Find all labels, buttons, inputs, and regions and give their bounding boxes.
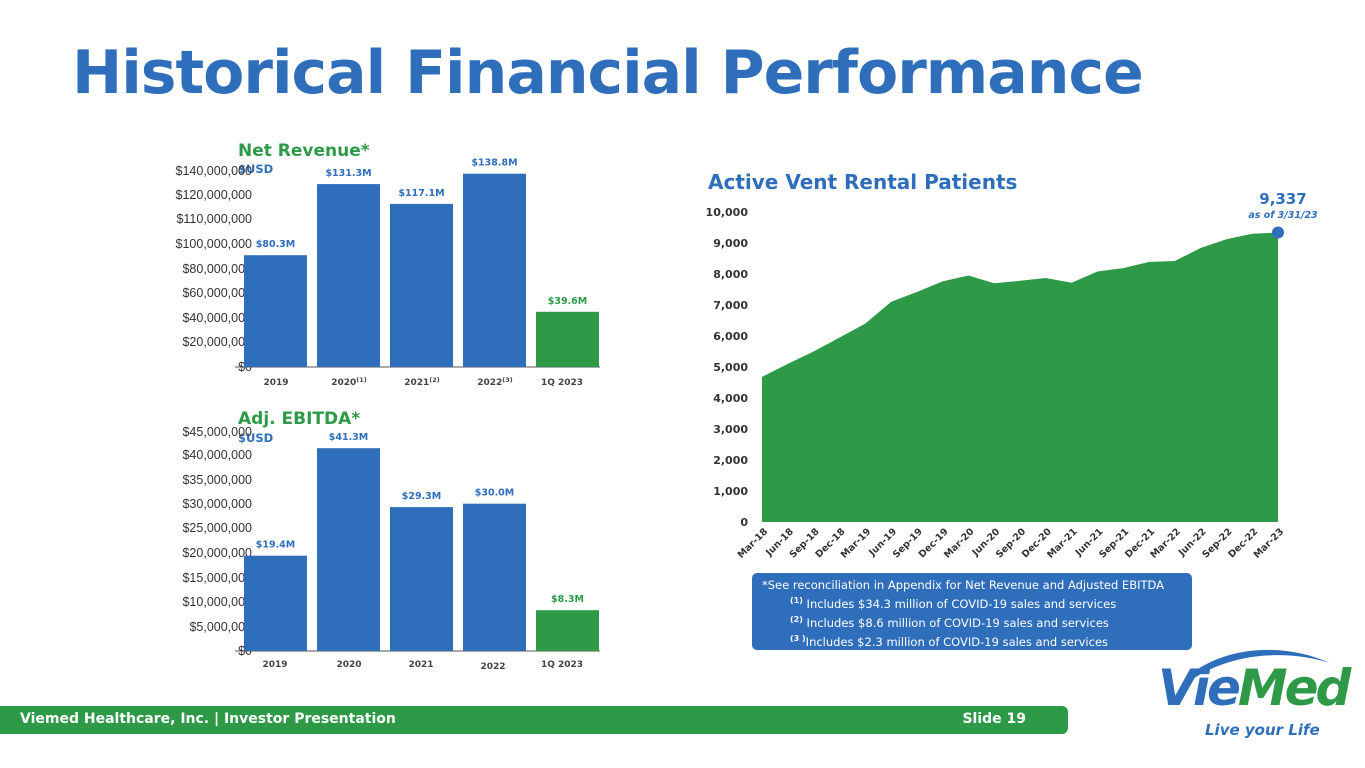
footer-bar: Viemed Healthcare, Inc. | Investor Prese… — [0, 706, 1068, 734]
y-tick-label: 8,000 — [713, 268, 748, 281]
x-tick-label: 1Q 2023 — [541, 378, 583, 388]
logo-tagline: Live your Life — [1205, 721, 1320, 739]
y-tick-label: $110,000,000 — [176, 212, 252, 226]
bar — [390, 507, 453, 651]
x-tick-label: 2021 — [408, 660, 433, 670]
footnote-header: *See reconciliation in Appendix for Net … — [762, 578, 1165, 592]
bar-data-label: $138.8M — [471, 158, 517, 169]
y-tick-label: 2,000 — [713, 454, 748, 467]
x-tick-label: 2020(1) — [331, 376, 367, 388]
adj-ebitda-chart: Adj. EBITDA* $USD $0 $5,000,000 $10,000,… — [182, 409, 600, 672]
vent-annotation-note: as of 3/31/23 — [1248, 210, 1318, 221]
vent-y-axis: 0 1,000 2,000 3,000 4,000 5,000 6,000 7,000 8,00… — [706, 206, 749, 529]
bar-data-label: $29.3M — [402, 491, 442, 502]
slide-number: Slide 19 — [962, 711, 1026, 727]
footnote-line: (1) Includes $34.3 million of COVID-19 s… — [790, 596, 1117, 611]
y-tick-label: $40,000,000 — [182, 311, 252, 325]
net-revenue-subtitle: $USD — [238, 162, 273, 176]
vent-x-axis: Mar-18Jun-18Sep-18Dec-18Mar-19Jun-19Sep-… — [736, 526, 1286, 561]
net-revenue-title: Net Revenue* — [238, 141, 370, 161]
logo-swoosh-icon — [1185, 649, 1330, 681]
x-tick-label: 2019 — [262, 660, 287, 670]
y-tick-label: $10,000,000 — [182, 595, 252, 609]
adj-ebitda-x-axis: 2019 2020 2021 2022 1Q 2023 — [262, 660, 583, 672]
y-tick-label: $5,000,000 — [189, 620, 252, 634]
area-series — [762, 232, 1278, 522]
y-tick-label: $80,000,000 — [182, 262, 252, 276]
x-tick-label: 1Q 2023 — [541, 660, 583, 670]
x-tick-label: 2020 — [336, 660, 361, 670]
y-tick-label: 1,000 — [713, 485, 748, 498]
net-revenue-y-axis: $0 $20,000,000 $40,000,000 $60,000,000 $… — [176, 164, 253, 374]
bar — [244, 255, 307, 367]
y-tick-label: $120,000,000 — [176, 188, 253, 202]
adj-ebitda-bars: $19.4M $41.3M $29.3M $30.0M $8.3M — [244, 432, 599, 651]
y-tick-label: $140,000,000 — [176, 164, 253, 178]
bar-data-label: $8.3M — [551, 594, 584, 605]
bar-data-label: $80.3M — [256, 239, 296, 250]
y-tick-label: $30,000,000 — [182, 497, 252, 511]
bar-data-label: $41.3M — [329, 432, 369, 443]
bar — [317, 448, 380, 651]
bar — [536, 610, 599, 651]
footer-company: Viemed Healthcare, Inc. | Investor Prese… — [20, 711, 396, 727]
adj-ebitda-y-axis: $0 $5,000,000 $10,000,000 $15,000,000 $2… — [182, 425, 252, 658]
vent-patients-chart: Active Vent Rental Patients 0 1,000 2,000 3… — [706, 170, 1319, 561]
y-tick-label: $20,000,000 — [182, 546, 252, 560]
bar-data-label: $39.6M — [548, 296, 588, 307]
bar-data-label: $30.0M — [475, 488, 515, 499]
x-tick-label: 2021(2) — [404, 376, 440, 388]
y-tick-label: $20,000,000 — [182, 335, 252, 349]
footnote-line: (2) Includes $8.6 million of COVID-19 sa… — [790, 614, 1109, 630]
y-tick-label: 6,000 — [713, 330, 748, 343]
y-tick-label: $35,000,000 — [182, 473, 252, 487]
vent-chart-title: Active Vent Rental Patients — [708, 170, 1017, 194]
bar-data-label: $19.4M — [256, 540, 296, 551]
bar — [536, 311, 599, 367]
y-tick-label: 3,000 — [713, 423, 748, 436]
y-tick-label: $45,000,000 — [182, 425, 252, 439]
footnote-box: *See reconciliation in Appendix for Net … — [752, 573, 1192, 650]
bar — [317, 184, 380, 367]
bar — [463, 173, 526, 367]
x-tick-label: 2019 — [263, 378, 288, 388]
x-tick-label: 2022 — [480, 662, 505, 672]
bar-data-label: $117.1M — [398, 188, 444, 199]
vent-area-layer — [762, 226, 1284, 522]
net-revenue-bars: $80.3M $131.3M $117.1M $138.8M $39.6M — [244, 158, 599, 367]
latest-point-marker — [1272, 226, 1284, 239]
y-tick-label: 5,000 — [713, 361, 748, 374]
y-tick-label: 9,000 — [713, 237, 748, 250]
slide-title: Historical Financial Performance — [72, 38, 1144, 108]
y-tick-label: 4,000 — [713, 392, 748, 405]
y-tick-label: 0 — [740, 516, 748, 529]
y-tick-label: $40,000,000 — [182, 448, 252, 462]
x-tick-label: Mar-18 — [736, 526, 771, 561]
bar — [463, 503, 526, 651]
adj-ebitda-title: Adj. EBITDA* — [238, 409, 360, 429]
net-revenue-x-axis: 2019 2020(1) 2021(2) 2022(3) 1Q 2023 — [263, 376, 583, 388]
y-tick-label: $100,000,000 — [176, 237, 253, 251]
net-revenue-chart: Net Revenue* $USD $0 $20,000,000 $40,000… — [176, 141, 600, 388]
adj-ebitda-subtitle: $USD — [238, 431, 273, 445]
y-tick-label: $60,000,000 — [182, 286, 252, 300]
vent-annotation-value: 9,337 — [1259, 190, 1306, 208]
bar-data-label: $131.3M — [325, 168, 371, 179]
y-tick-label: 7,000 — [713, 299, 748, 312]
x-tick-label: 2022(3) — [477, 376, 513, 388]
bar — [244, 555, 307, 651]
footnote-line: (3 )Includes $2.3 million of COVID-19 sa… — [790, 633, 1109, 649]
y-tick-label: $15,000,000 — [182, 571, 252, 585]
y-tick-label: 10,000 — [706, 206, 749, 219]
logo-wordmark: VieMed — [1158, 659, 1351, 717]
viemed-logo: VieMed Live your Life — [1150, 645, 1351, 745]
y-tick-label: $25,000,000 — [182, 521, 252, 535]
bar — [390, 203, 453, 367]
